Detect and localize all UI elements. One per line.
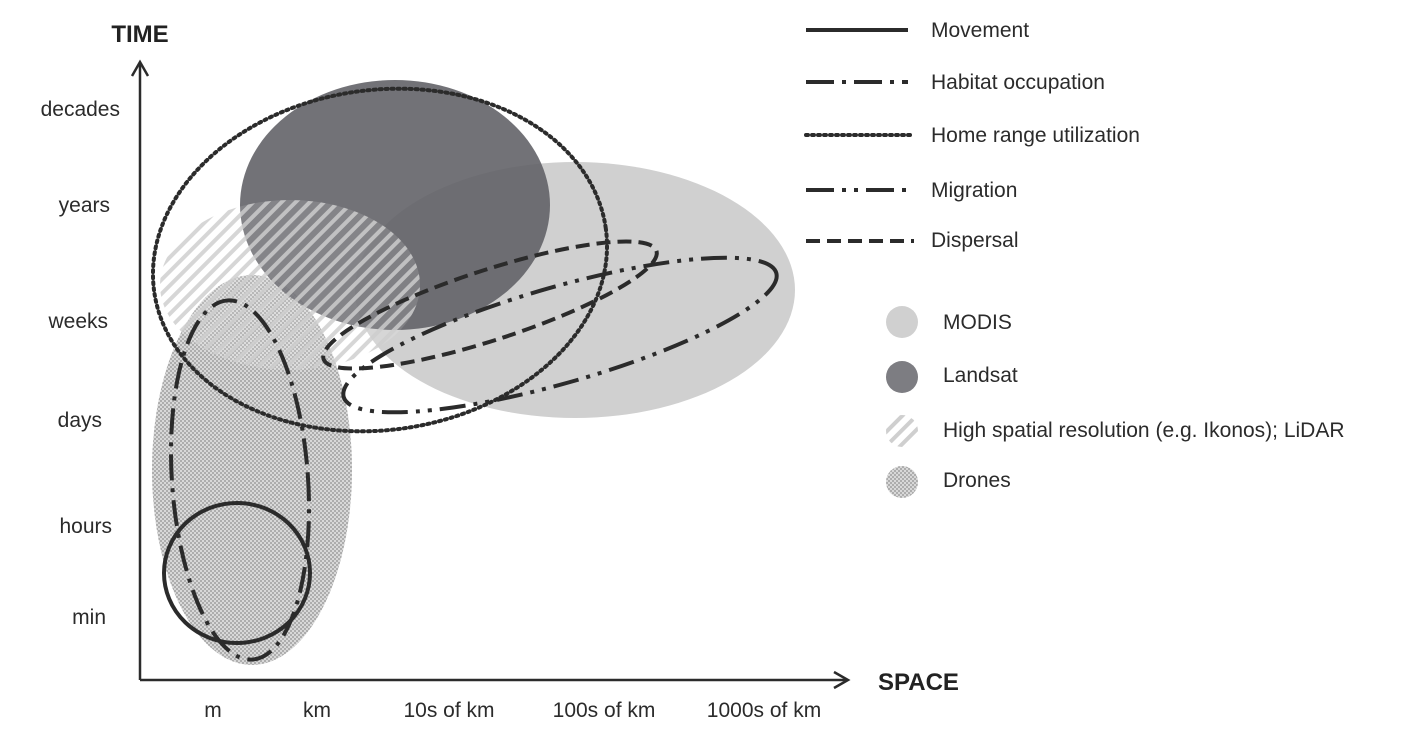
legend-swatch-landsat (886, 361, 918, 393)
legend-label-drones: Drones (943, 469, 1011, 492)
y-tick-hours: hours (59, 515, 112, 538)
legend-label-landsat: Landsat (943, 364, 1018, 387)
x-tick-10s-km: 10s of km (403, 699, 494, 722)
y-tick-days: days (58, 409, 102, 432)
x-tick-m: m (204, 699, 222, 722)
migration-outline (341, 255, 779, 415)
y-tick-weeks: weeks (47, 310, 108, 333)
legend-swatch-high-res (886, 415, 918, 447)
legend-label-movement: Movement (931, 19, 1029, 42)
high-res-ellipse (160, 200, 420, 370)
x-tick-km: km (303, 699, 331, 722)
legend-label-high-res: High spatial resolution (e.g. Ikonos); L… (943, 419, 1345, 442)
legend-label-modis: MODIS (943, 311, 1012, 334)
legend-label-migration: Migration (931, 179, 1017, 202)
legend-label-home-range: Home range utilization (931, 124, 1140, 147)
process-legend: Movement Habitat occupation Home range u… (804, 19, 1140, 252)
legend-label-habitat: Habitat occupation (931, 71, 1105, 94)
home-range-outline (150, 86, 610, 434)
x-axis-title: SPACE (878, 669, 959, 696)
drones-ellipse (152, 275, 352, 665)
habitat-occupation-outline (169, 298, 311, 662)
y-tick-decades: decades (41, 98, 120, 121)
legend-swatch-modis (886, 306, 918, 338)
legend-swatch-drones (886, 466, 918, 498)
y-tick-min: min (72, 606, 106, 629)
legend-label-dispersal: Dispersal (931, 229, 1019, 252)
x-tick-100s-km: 100s of km (553, 699, 656, 722)
sensor-legend: MODIS Landsat High spatial resolution (e… (886, 306, 1345, 498)
x-tick-1000s-km: 1000s of km (707, 699, 821, 722)
y-tick-years: years (59, 194, 110, 217)
axes (130, 59, 851, 690)
movement-outline (162, 501, 312, 645)
y-axis-title: TIME (111, 21, 168, 48)
dispersal-outline (321, 239, 659, 371)
